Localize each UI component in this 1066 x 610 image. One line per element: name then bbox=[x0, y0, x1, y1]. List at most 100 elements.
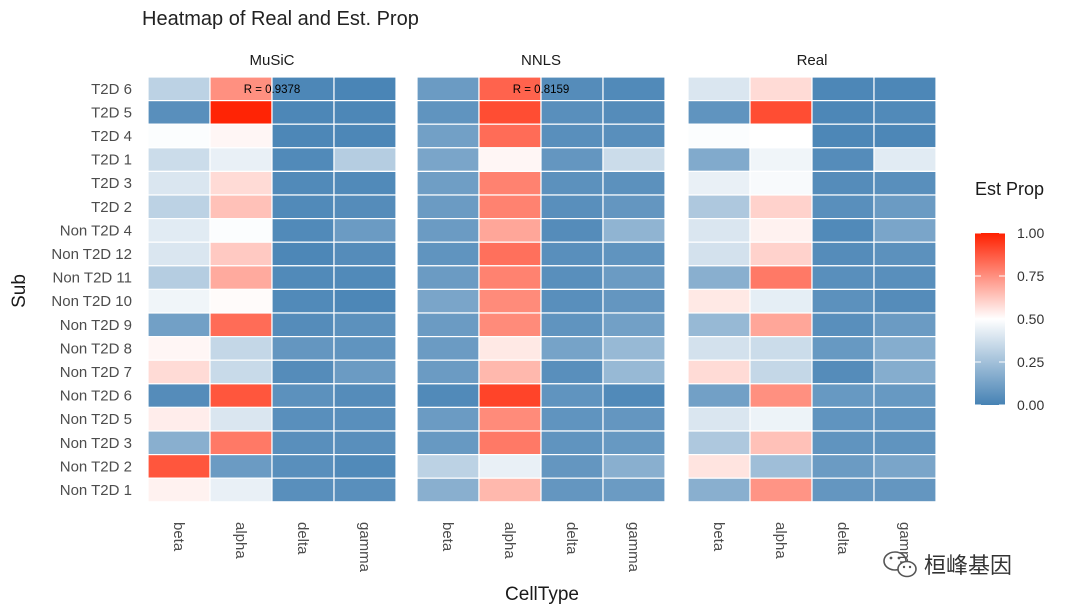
heatmap-cell bbox=[687, 265, 751, 290]
heatmap-cell bbox=[416, 123, 480, 149]
heatmap-cell bbox=[271, 454, 335, 479]
heatmap-cell bbox=[873, 218, 937, 243]
heatmap-cell bbox=[811, 454, 875, 479]
heatmap-cell bbox=[333, 123, 397, 149]
heatmap-cell bbox=[540, 454, 604, 479]
heatmap-cell bbox=[209, 170, 273, 196]
heatmap-cell bbox=[749, 383, 813, 408]
heatmap-cell bbox=[540, 123, 604, 149]
heatmap-cell bbox=[811, 312, 875, 338]
heatmap-cell bbox=[749, 406, 813, 432]
heatmap-cell bbox=[540, 194, 604, 220]
heatmap-cell bbox=[416, 336, 480, 361]
heatmap-cell bbox=[478, 241, 542, 267]
y-tick-label: Non T2D 10 bbox=[51, 293, 132, 310]
legend-tick-label: 0.00 bbox=[1017, 397, 1044, 413]
heatmap-cell bbox=[687, 336, 751, 361]
heatmap-cell bbox=[687, 430, 751, 456]
panel-real: Real beta alpha delta gamma bbox=[687, 52, 937, 573]
heatmap-cell bbox=[749, 147, 813, 173]
heatmap-cell bbox=[602, 123, 666, 149]
heatmap-cell bbox=[540, 312, 604, 338]
heatmap-cell bbox=[811, 170, 875, 196]
x-tick-label: delta bbox=[563, 522, 580, 555]
heatmap-cell bbox=[749, 359, 813, 385]
heatmap-cell bbox=[540, 430, 604, 456]
x-tick-label: delta bbox=[294, 522, 311, 555]
heatmap-cell bbox=[333, 430, 397, 456]
heatmap-cell bbox=[333, 241, 397, 267]
heatmap-cell bbox=[416, 430, 480, 456]
r-value-annotation: R = 0.8159 bbox=[513, 84, 570, 96]
heatmap-cell bbox=[873, 336, 937, 361]
heatmap-cell bbox=[873, 477, 937, 503]
heatmap-cell bbox=[416, 76, 480, 102]
heatmap-cell bbox=[811, 336, 875, 361]
heatmap-cell bbox=[478, 194, 542, 220]
heatmap-cell bbox=[333, 288, 397, 314]
heatmap-cell bbox=[540, 147, 604, 173]
heatmap-cell bbox=[602, 241, 666, 267]
heatmap-cell bbox=[687, 312, 751, 338]
r-value-annotation: R = 0.9378 bbox=[244, 84, 301, 96]
heatmap-cell bbox=[147, 99, 211, 125]
heatmap-cell bbox=[687, 147, 751, 173]
heatmap-cell bbox=[540, 265, 604, 290]
heatmap-cell bbox=[271, 477, 335, 503]
heatmap-cell bbox=[333, 147, 397, 173]
heatmap-cell bbox=[416, 454, 480, 479]
heatmap-cell bbox=[333, 336, 397, 361]
heatmap-cell bbox=[602, 147, 666, 173]
wechat-icon bbox=[883, 551, 917, 578]
heatmap-cell bbox=[333, 312, 397, 338]
heatmap-cell bbox=[749, 477, 813, 503]
x-tick-label: beta bbox=[439, 522, 456, 552]
y-tick-label: Non T2D 9 bbox=[60, 317, 132, 334]
legend-tick-label: 1.00 bbox=[1017, 225, 1044, 241]
heatmap-cell bbox=[540, 359, 604, 385]
heatmap-cell bbox=[333, 383, 397, 408]
y-tick-label: Non T2D 5 bbox=[60, 411, 132, 428]
heatmap-cell bbox=[416, 288, 480, 314]
heatmap-cell bbox=[811, 147, 875, 173]
heatmap-cell bbox=[540, 336, 604, 361]
y-tick-label: Non T2D 8 bbox=[60, 340, 132, 357]
heatmap-cell bbox=[749, 123, 813, 149]
y-tick-label: Non T2D 4 bbox=[60, 222, 132, 239]
heatmap-cell bbox=[333, 359, 397, 385]
heatmap-cell bbox=[333, 76, 397, 102]
heatmap-cell bbox=[416, 170, 480, 196]
heatmap-cell bbox=[478, 430, 542, 456]
heatmap-cell bbox=[147, 76, 211, 102]
legend-tick-label: 0.50 bbox=[1017, 311, 1044, 327]
heatmap-cell bbox=[333, 194, 397, 220]
heatmap-cell bbox=[209, 383, 273, 408]
y-tick-label: Non T2D 6 bbox=[60, 388, 132, 405]
y-axis-title: Sub bbox=[9, 274, 30, 308]
heatmap-cell bbox=[811, 241, 875, 267]
heatmap-cell bbox=[333, 170, 397, 196]
heatmap-cell bbox=[602, 288, 666, 314]
heatmap-cell bbox=[209, 123, 273, 149]
legend-title: Est Prop bbox=[975, 179, 1044, 199]
heatmap-cell bbox=[478, 406, 542, 432]
heatmap-cell bbox=[873, 454, 937, 479]
heatmap-cell bbox=[478, 265, 542, 290]
heatmap-cell bbox=[687, 406, 751, 432]
heatmap-cell bbox=[811, 288, 875, 314]
heatmap-cell bbox=[147, 147, 211, 173]
heatmap-cell bbox=[147, 312, 211, 338]
heatmap-cell bbox=[209, 265, 273, 290]
heatmap-cell bbox=[873, 383, 937, 408]
heatmap-cell bbox=[687, 288, 751, 314]
heatmap-cell bbox=[811, 430, 875, 456]
heatmap-cell bbox=[602, 76, 666, 102]
heatmap-cell bbox=[687, 383, 751, 408]
heatmap-cell bbox=[873, 147, 937, 173]
heatmap-cell bbox=[873, 288, 937, 314]
heatmap-cell bbox=[147, 123, 211, 149]
heatmap-cell bbox=[540, 170, 604, 196]
heatmap-cell bbox=[478, 336, 542, 361]
heatmap-cell bbox=[540, 99, 604, 125]
heatmap-cell bbox=[811, 194, 875, 220]
